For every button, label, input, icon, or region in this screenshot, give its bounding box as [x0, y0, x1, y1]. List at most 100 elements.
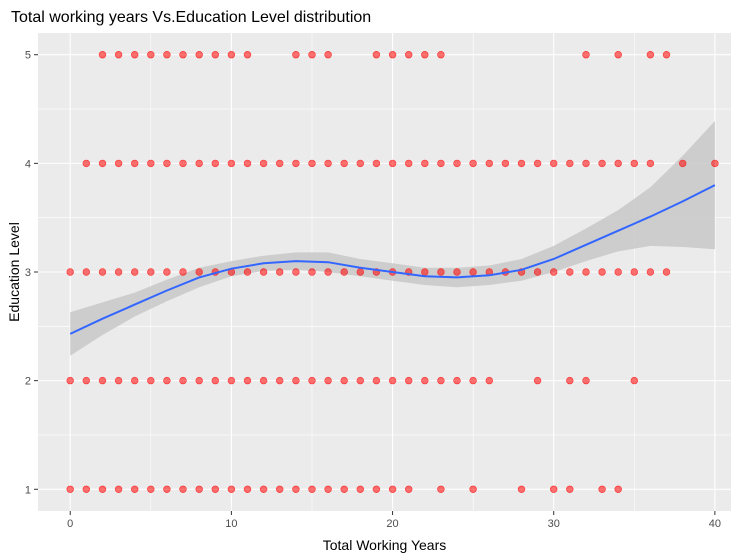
data-point — [114, 50, 123, 59]
data-point — [243, 159, 252, 168]
data-point — [549, 159, 558, 168]
data-point — [388, 159, 397, 168]
data-point — [66, 485, 74, 493]
data-point — [598, 268, 606, 276]
data-point — [259, 159, 268, 168]
data-point — [421, 268, 429, 276]
data-point — [195, 159, 203, 168]
data-point — [566, 376, 574, 385]
data-point — [243, 268, 252, 276]
data-point — [179, 268, 187, 276]
data-point — [292, 376, 300, 385]
data-point — [243, 376, 252, 385]
data-point — [163, 50, 171, 59]
x-axis-title: Total Working Years — [323, 537, 446, 553]
data-point — [98, 376, 107, 385]
data-point — [163, 485, 171, 493]
data-point — [308, 159, 316, 168]
data-point — [259, 376, 268, 385]
data-point — [662, 50, 671, 59]
data-point — [324, 159, 332, 168]
data-point — [437, 159, 445, 168]
data-point — [324, 50, 332, 59]
data-point — [82, 485, 91, 493]
data-point — [356, 268, 364, 276]
data-point — [453, 268, 461, 276]
data-point — [227, 159, 236, 168]
data-point — [340, 376, 348, 385]
data-point — [243, 50, 252, 59]
data-point — [421, 50, 429, 59]
data-point — [372, 50, 381, 59]
data-point — [372, 485, 381, 493]
data-point — [147, 159, 155, 168]
data-point — [82, 268, 91, 276]
data-point — [598, 159, 606, 168]
x-tick-label: 30 — [548, 518, 560, 530]
data-point — [114, 159, 123, 168]
data-point — [131, 50, 139, 59]
data-point — [469, 485, 477, 493]
data-point — [308, 485, 316, 493]
data-point — [308, 50, 316, 59]
data-point — [646, 50, 655, 59]
data-point — [98, 50, 107, 59]
data-point — [98, 159, 107, 168]
data-point — [614, 485, 622, 493]
data-point — [356, 376, 364, 385]
data-point — [292, 50, 300, 59]
data-point — [179, 376, 187, 385]
data-point — [259, 268, 268, 276]
data-point — [131, 159, 139, 168]
data-point — [179, 159, 187, 168]
data-point — [388, 50, 397, 59]
x-tick-label: 40 — [709, 518, 721, 530]
y-tick-label: 2 — [25, 376, 31, 388]
data-point — [276, 268, 284, 276]
data-point — [227, 376, 236, 385]
data-point — [114, 376, 123, 385]
data-point — [195, 376, 203, 385]
data-point — [533, 268, 542, 276]
smooth-trend-line — [69, 184, 716, 335]
data-point — [614, 50, 622, 59]
data-point — [324, 268, 332, 276]
data-point — [614, 159, 622, 168]
data-point — [340, 159, 348, 168]
data-point — [517, 159, 526, 168]
data-point — [582, 376, 590, 385]
data-point — [646, 159, 655, 168]
y-axis-title: Education Level — [6, 222, 22, 322]
data-point — [292, 485, 300, 493]
data-point — [340, 268, 348, 276]
data-point — [227, 50, 236, 59]
data-point — [405, 485, 413, 493]
data-point — [421, 376, 429, 385]
data-point — [324, 376, 332, 385]
data-point — [549, 268, 558, 276]
data-point — [646, 268, 655, 276]
data-point — [630, 268, 638, 276]
data-point — [259, 485, 268, 493]
data-point — [340, 485, 348, 493]
data-point — [388, 485, 397, 493]
data-point — [131, 376, 139, 385]
x-axis-ticks: 0 10 20 30 40 — [67, 511, 721, 530]
data-point — [388, 376, 397, 385]
data-points — [66, 50, 719, 493]
data-point — [276, 485, 284, 493]
data-point — [549, 485, 558, 493]
data-point — [453, 159, 461, 168]
data-point — [163, 376, 171, 385]
data-point — [566, 485, 574, 493]
y-tick-label: 1 — [25, 484, 31, 496]
data-point — [485, 159, 493, 168]
data-point — [533, 376, 542, 385]
data-point — [437, 376, 445, 385]
data-point — [405, 50, 413, 59]
y-axis-ticks: 1 2 3 4 5 — [25, 50, 38, 496]
data-point — [630, 376, 638, 385]
data-point — [614, 268, 622, 276]
data-point — [292, 268, 300, 276]
